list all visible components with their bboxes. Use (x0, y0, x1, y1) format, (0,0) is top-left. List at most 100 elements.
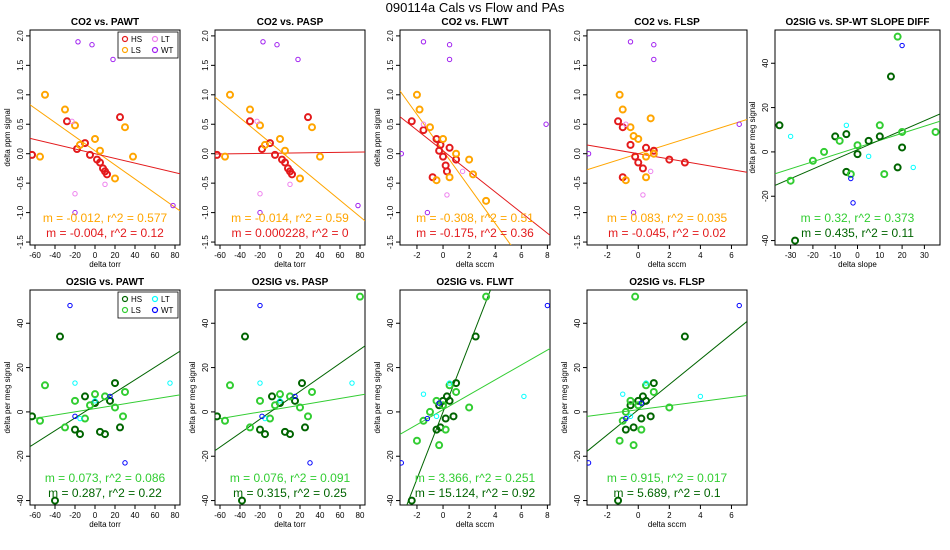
data-point-ls (296, 403, 304, 412)
data-point-hs (116, 113, 124, 122)
fit-label: m = 0.315, r^2 = 0.25 (233, 486, 347, 500)
data-point-hs (665, 155, 674, 164)
fit-line (30, 394, 180, 420)
y-tick-label: 1.5 (386, 59, 395, 71)
data-point-hs (432, 134, 441, 143)
y-tick-label: 40 (573, 318, 582, 327)
data-point-wt (110, 56, 116, 63)
legend-label: HS (131, 295, 142, 304)
chart-panel: CO2 vs. FLSP -2 0 2 4 6 -1.5 -1.0 -0.5 0.0 0.5 1.0 1… (573, 17, 748, 269)
y-tick-label: 2.0 (201, 30, 210, 42)
y-tick-label: 20 (761, 103, 770, 112)
data-point-hs (407, 496, 416, 505)
data-point-ls (111, 403, 119, 412)
data-point-ls (246, 105, 254, 114)
chart-title: CO2 vs. PAWT (71, 17, 139, 28)
data-point-hs (471, 332, 480, 341)
data-point-hs (101, 430, 109, 439)
data-point-lt (254, 118, 260, 125)
plot-area (215, 39, 365, 222)
data-point-ls (893, 32, 902, 41)
data-point-ls (36, 152, 44, 161)
data-point-ls (626, 396, 635, 405)
data-point-hs (291, 396, 299, 405)
figure-title: 090114a Cals vs Flow and PAs (386, 0, 565, 15)
x-axis-label: delta sccm (648, 520, 687, 529)
x-tick-label: 8 (545, 511, 550, 520)
fit-line (400, 348, 550, 435)
data-point-lt (640, 192, 646, 198)
y-tick-label: 40 (386, 318, 395, 327)
data-point-ls (41, 90, 49, 99)
fit-line (30, 137, 180, 175)
data-point-hs (271, 150, 279, 159)
chart-title: O2SIG vs. FLWT (436, 277, 513, 288)
data-point-hs (76, 430, 84, 439)
x-tick-label: -40 (234, 251, 246, 260)
data-point-lt (349, 380, 355, 386)
data-point-hs (286, 167, 294, 176)
y-tick-label: -0.5 (201, 176, 210, 190)
y-tick-label: -20 (761, 190, 770, 202)
data-point-hs (680, 332, 689, 341)
x-tick-label: -60 (214, 251, 226, 260)
plot-frame (586, 29, 748, 246)
data-point-hs (629, 423, 638, 432)
x-tick-label: -60 (214, 511, 226, 520)
data-point-hs (246, 117, 254, 126)
x-tick-label: 4 (698, 251, 703, 260)
data-point-ls (91, 390, 99, 399)
x-tick-label: 0 (278, 511, 283, 520)
data-point-ls (91, 134, 99, 143)
fit-label: m = 3.366, r^2 = 0.251 (415, 471, 536, 485)
chart-panel: O2SIG vs. PASP -60 -40 -20 0 20 40 60 80 -40 -20 0 2… (188, 277, 366, 529)
y-tick-label: 1.0 (16, 89, 25, 101)
data-point-ls (296, 174, 304, 183)
data-point-wt (587, 460, 592, 466)
data-point-hs (637, 414, 646, 423)
x-tick-label: 4 (493, 251, 498, 260)
x-tick-label: 20 (296, 511, 305, 520)
y-tick-label: -1.0 (16, 205, 25, 219)
chart-title: O2SIG vs. SP-WT SLOPE DIFF (786, 17, 930, 28)
plot-area (215, 292, 365, 505)
data-point-ls (452, 149, 461, 158)
data-point-hs (261, 430, 269, 439)
x-tick-label: 30 (920, 251, 929, 260)
data-point-ls (261, 140, 269, 149)
data-point-ls (304, 412, 312, 421)
fit-line (406, 290, 492, 505)
x-tick-label: 0 (636, 511, 641, 520)
data-point-lt (843, 122, 850, 129)
data-point-ls (256, 396, 264, 405)
y-tick-label: -0.5 (573, 176, 582, 190)
fit-line (215, 393, 365, 421)
x-tick-label: 60 (151, 511, 160, 520)
data-point-hs (680, 158, 689, 167)
y-tick-label: 2.0 (573, 30, 582, 42)
data-point-lt (910, 164, 916, 171)
data-point-ls (426, 407, 434, 416)
data-point-hs (241, 332, 249, 341)
data-point-hs (63, 117, 71, 126)
data-point-ls (482, 292, 491, 301)
data-point-ls (465, 155, 474, 164)
x-tick-label: -20 (254, 251, 266, 260)
y-tick-label: 0.0 (16, 148, 25, 160)
data-point-hs (649, 146, 658, 155)
fit-line (587, 118, 747, 171)
y-tick-label: 0.0 (386, 148, 395, 160)
data-point-hs (634, 158, 643, 167)
y-tick-label: -20 (573, 450, 582, 462)
y-axis-label: delta ppm signal (373, 108, 382, 166)
data-point-wt (638, 400, 645, 406)
y-tick-label: -20 (16, 450, 25, 462)
y-tick-label: 0.5 (16, 118, 25, 130)
data-point-ls (621, 176, 630, 185)
data-point-wt (295, 56, 301, 63)
y-tick-label: 20 (386, 363, 395, 372)
chart-panel: CO2 vs. PASP -60 -40 -20 0 20 40 60 80 -1.5 -1.0 -0… (201, 17, 366, 269)
plot-frame (399, 289, 551, 506)
data-point-lt (420, 391, 427, 397)
